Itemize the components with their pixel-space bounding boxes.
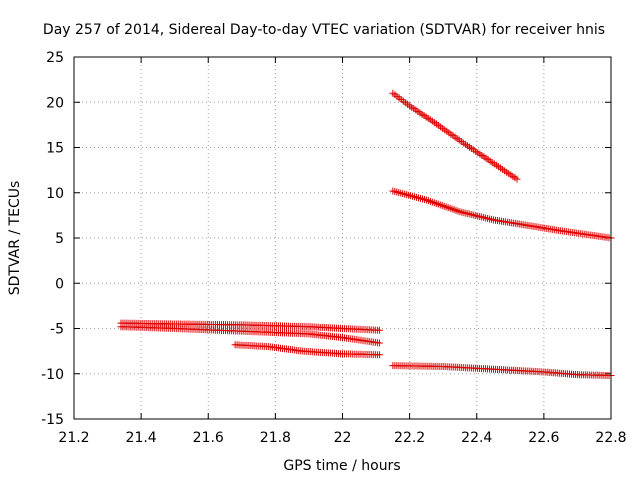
y-tick-label: -15	[41, 412, 64, 428]
series-arc-1	[117, 319, 383, 334]
x-tick-label: 21.8	[260, 430, 291, 446]
series-arc-6	[389, 362, 615, 380]
x-tick-label: 22.8	[595, 430, 626, 446]
data-point	[375, 351, 383, 359]
data-point	[513, 175, 521, 183]
x-tick-label: 21.6	[193, 430, 224, 446]
series-arc-5	[389, 187, 615, 242]
data-point	[375, 326, 383, 334]
x-axis-label: GPS time / hours	[283, 458, 400, 474]
y-tick-label: -10	[41, 367, 64, 383]
plot-frame	[73, 56, 612, 420]
y-tick-label: 20	[46, 95, 64, 111]
y-tick-label: -5	[50, 322, 64, 338]
x-tick-label: 22	[334, 430, 352, 446]
x-tick-label: 21.2	[58, 430, 89, 446]
series-arc-3	[231, 341, 383, 359]
y-tick-label: 10	[46, 186, 64, 202]
chart-title: Day 257 of 2014, Sidereal Day-to-day VTE…	[43, 22, 605, 38]
series-layer	[117, 89, 615, 380]
x-tick-label: 22.2	[394, 430, 425, 446]
y-tick-label: 25	[46, 50, 64, 66]
y-tick-label: 15	[46, 141, 64, 157]
x-tick-label: 22.4	[461, 430, 492, 446]
y-tick-label: 0	[55, 276, 64, 292]
y-tick-label: 5	[55, 231, 64, 247]
series-arc-2	[117, 323, 383, 347]
grid	[74, 57, 611, 419]
x-tick-label: 21.4	[126, 430, 157, 446]
axis-tick-labels: 21.2 21.4 21.6 21.8 22 22.2 22.4 22.6 22.8 -15 -10…	[41, 50, 626, 446]
y-axis-label: SDTVAR / TECUs	[7, 181, 23, 296]
series-arc-4	[389, 89, 521, 183]
x-tick-label: 22.6	[528, 430, 559, 446]
data-point	[375, 339, 383, 347]
